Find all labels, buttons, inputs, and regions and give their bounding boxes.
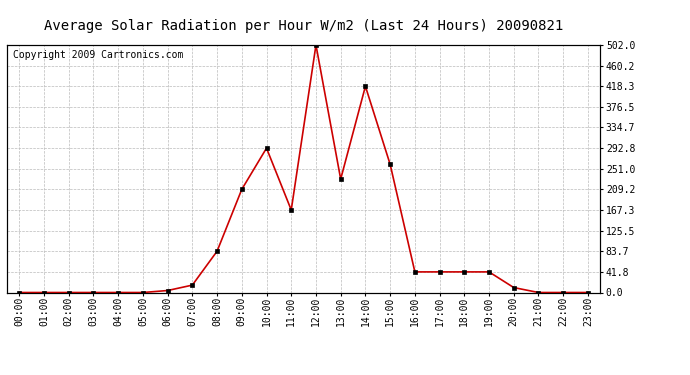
Text: Average Solar Radiation per Hour W/m2 (Last 24 Hours) 20090821: Average Solar Radiation per Hour W/m2 (L…: [44, 19, 563, 33]
Text: Copyright 2009 Cartronics.com: Copyright 2009 Cartronics.com: [13, 50, 184, 60]
